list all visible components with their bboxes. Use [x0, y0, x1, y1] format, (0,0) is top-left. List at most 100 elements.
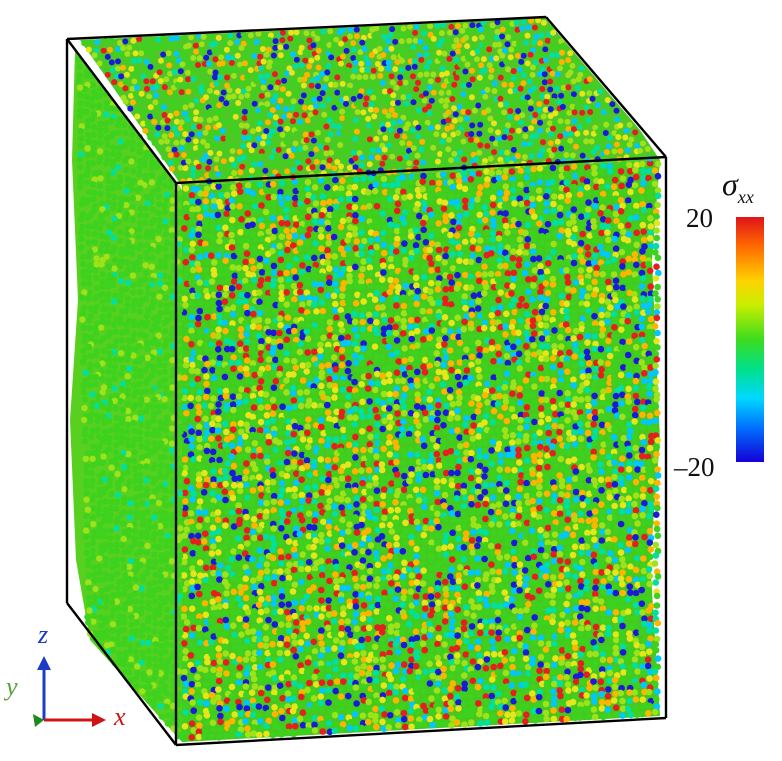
atom [428, 545, 435, 552]
atom [617, 616, 625, 623]
atom [529, 229, 537, 237]
atom [283, 458, 291, 466]
atom [488, 345, 496, 352]
atom [297, 185, 304, 192]
atom [292, 274, 300, 281]
atom [405, 620, 413, 628]
atom [536, 178, 544, 186]
atom [283, 289, 291, 296]
atom [578, 549, 585, 557]
atom [256, 656, 263, 664]
atom [262, 600, 270, 608]
atom [182, 246, 190, 254]
atom [454, 373, 462, 381]
atom [405, 430, 413, 438]
atom [641, 370, 648, 377]
atom [625, 255, 632, 263]
atom [208, 192, 216, 200]
atom [201, 456, 208, 463]
atom [420, 199, 428, 207]
atom [332, 176, 339, 184]
atom [222, 480, 229, 488]
atom [351, 541, 359, 549]
atom [420, 627, 428, 634]
atom [640, 527, 648, 534]
atom [235, 283, 243, 291]
atom [584, 386, 591, 394]
atom [627, 188, 634, 196]
atom [181, 546, 189, 553]
atom [262, 642, 270, 650]
atom [447, 543, 455, 550]
atom [460, 544, 468, 551]
atom [504, 520, 512, 527]
atom [578, 463, 585, 471]
atom [407, 261, 415, 268]
atom [605, 609, 613, 616]
atom [365, 372, 372, 380]
atom [599, 264, 607, 271]
atom [434, 409, 442, 417]
atom [591, 164, 598, 172]
atom [632, 343, 640, 351]
atom [503, 601, 510, 608]
atom [530, 255, 537, 263]
atom [603, 413, 611, 421]
atom [188, 367, 196, 375]
atom [435, 246, 443, 254]
atom [347, 631, 354, 638]
atom [497, 595, 505, 603]
atom [591, 237, 598, 245]
atom [318, 320, 326, 327]
atom [460, 523, 468, 531]
atom [653, 592, 661, 600]
atom [524, 350, 531, 357]
atom [339, 217, 347, 225]
atom [605, 440, 613, 447]
atom [312, 617, 320, 625]
atom [392, 363, 399, 371]
atom [346, 434, 353, 441]
atom [380, 262, 387, 269]
atom [393, 491, 401, 499]
atom [251, 583, 258, 591]
atom [590, 399, 598, 407]
atom [653, 356, 661, 363]
atom [542, 280, 550, 287]
atom [337, 245, 345, 253]
atom [593, 190, 600, 197]
atom [298, 578, 305, 586]
atom [283, 472, 291, 480]
atom [235, 502, 242, 509]
atom [477, 184, 484, 191]
atom [523, 575, 530, 582]
atom [263, 398, 270, 406]
atom [401, 345, 408, 352]
atom [332, 428, 339, 435]
atom [297, 384, 305, 391]
atom [447, 496, 455, 504]
atom [231, 644, 239, 651]
atom [255, 289, 263, 296]
atom [488, 414, 496, 421]
atom [619, 284, 627, 292]
atom [380, 390, 388, 398]
atom [482, 466, 489, 474]
atom [441, 327, 448, 334]
atom [215, 224, 222, 231]
atom [318, 489, 326, 496]
atom [648, 505, 655, 513]
atom [612, 245, 620, 252]
atom [631, 432, 639, 439]
atom [564, 286, 572, 293]
atom [543, 200, 551, 207]
atom [579, 558, 586, 566]
atom [496, 521, 503, 528]
atom [215, 611, 223, 619]
atom [434, 381, 442, 388]
atom [529, 375, 537, 383]
atom [433, 564, 441, 572]
atom [558, 199, 566, 206]
atom [312, 212, 319, 219]
atom [338, 625, 346, 632]
